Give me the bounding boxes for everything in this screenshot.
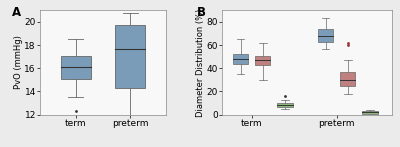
Bar (340, 72, 356, 86)
Bar (233, 54, 248, 64)
Text: B: B (196, 6, 206, 19)
Y-axis label: PvO (mmHg): PvO (mmHg) (14, 36, 23, 89)
Bar (318, 29, 333, 42)
Bar (277, 103, 293, 107)
Bar (255, 56, 270, 65)
Bar (362, 111, 378, 113)
Text: A: A (12, 6, 22, 19)
Bar (115, 25, 145, 88)
Bar (60, 56, 91, 79)
Y-axis label: Diameter Distribution (%): Diameter Distribution (%) (196, 8, 205, 117)
